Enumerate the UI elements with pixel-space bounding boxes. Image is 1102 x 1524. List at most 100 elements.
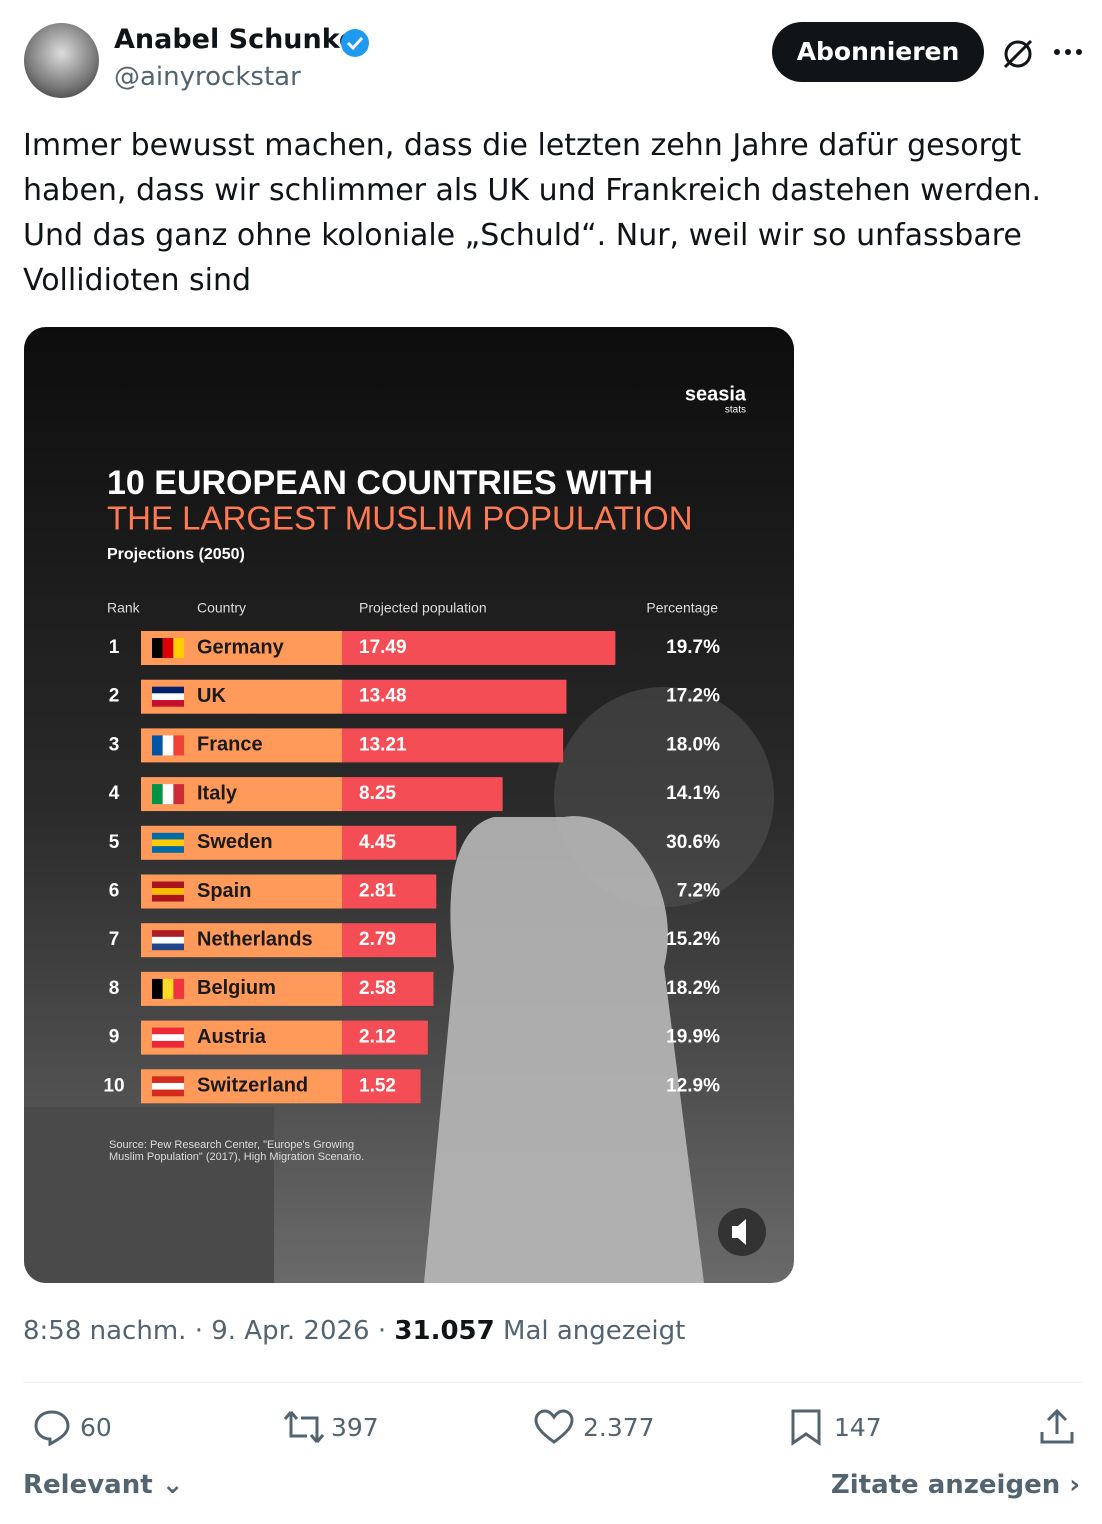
population-bar — [342, 874, 437, 909]
flag — [152, 1034, 184, 1041]
population-bar — [342, 777, 503, 812]
column-header: Percentage — [646, 600, 718, 616]
percentage: 19.9% — [666, 1027, 720, 1048]
flag — [152, 693, 184, 701]
bookmark-count[interactable]: 147 — [834, 1413, 882, 1442]
bookmark-icon[interactable] — [789, 1408, 823, 1446]
flag — [173, 978, 185, 999]
reply-count[interactable]: 60 — [80, 1413, 112, 1442]
population-value: 13.48 — [359, 686, 407, 707]
country-name: Sweden — [197, 831, 273, 853]
population-bar — [342, 1020, 428, 1055]
brand-sub: stats — [725, 405, 746, 416]
population-value: 2.12 — [359, 1027, 396, 1048]
rank: 3 — [109, 734, 120, 755]
flag — [152, 638, 163, 658]
population-bar — [342, 679, 567, 714]
rank: 9 — [109, 1027, 120, 1048]
population-bar — [342, 825, 457, 860]
repost-count[interactable]: 397 — [331, 1413, 379, 1442]
rank: 5 — [109, 832, 120, 853]
more-button[interactable] — [1052, 42, 1084, 62]
source: Muslim Population" (2017), High Migratio… — [109, 1151, 364, 1163]
sort-selector[interactable]: Relevant ⌄ — [23, 1470, 184, 1500]
flag — [162, 638, 174, 658]
flag — [152, 888, 184, 895]
column-header: Rank — [107, 600, 141, 616]
flag — [152, 936, 184, 944]
infographic-title: 10 EUROPEAN COUNTRIES WITH — [107, 464, 653, 502]
population-value: 2.79 — [359, 929, 396, 950]
flag — [173, 735, 185, 756]
quotes-link[interactable]: Zitate anzeigen › — [830, 1470, 1080, 1500]
percentage: 30.6% — [666, 832, 720, 853]
population-value: 1.52 — [359, 1075, 396, 1096]
country-name: Belgium — [197, 977, 276, 999]
flag — [152, 978, 163, 999]
flag — [152, 1040, 184, 1048]
flag — [152, 784, 163, 805]
flag — [152, 881, 184, 889]
divider — [23, 1382, 1083, 1383]
quotes-label[interactable]: Zitate anzeigen — [830, 1470, 1061, 1500]
view-count: 31.057 — [394, 1316, 495, 1346]
population-bar — [342, 728, 564, 763]
flag — [152, 1089, 184, 1097]
building — [24, 1107, 274, 1283]
column-header: Projected population — [359, 600, 487, 616]
percentage: 15.2% — [666, 929, 720, 950]
post-time[interactable]: 8:58 nachm. — [23, 1316, 187, 1346]
post-date[interactable]: 9. Apr. 2026 — [211, 1316, 370, 1346]
flag — [162, 735, 174, 756]
grok-icon[interactable] — [1000, 36, 1036, 72]
rank: 10 — [103, 1075, 124, 1096]
country-name: Netherlands — [197, 928, 313, 950]
post-meta: 8:58 nachm. · 9. Apr. 2026 · 31.057 Mal … — [23, 1316, 686, 1346]
population-value: 17.49 — [359, 637, 407, 658]
percentage: 7.2% — [677, 881, 720, 902]
like-icon[interactable] — [534, 1408, 574, 1446]
country-name: Switzerland — [197, 1075, 308, 1097]
follow-button[interactable]: Abonnieren — [772, 22, 984, 82]
population-value: 8.25 — [359, 783, 396, 804]
rank: 6 — [109, 881, 120, 902]
repost-icon[interactable] — [283, 1408, 325, 1446]
population-bar — [342, 1069, 421, 1104]
population-bar — [342, 923, 437, 958]
infographic-subtitle: Projections (2050) — [107, 546, 245, 563]
flag — [152, 1082, 184, 1090]
flag — [152, 1027, 184, 1035]
population-bar — [342, 971, 434, 1006]
sort-label[interactable]: Relevant — [23, 1470, 153, 1500]
rank: 8 — [109, 978, 120, 999]
flag — [152, 700, 184, 707]
percentage: 18.0% — [666, 734, 720, 755]
country-name: Austria — [197, 1026, 267, 1048]
percentage: 17.2% — [666, 686, 720, 707]
share-icon[interactable] — [1038, 1408, 1076, 1446]
source: Source: Pew Research Center, "Europe's G… — [109, 1139, 354, 1151]
percentage: 14.1% — [666, 783, 720, 804]
author-name[interactable]: Anabel Schunke — [114, 24, 358, 55]
flag — [152, 846, 184, 853]
country-name: UK — [197, 685, 226, 707]
column-header: Country — [197, 600, 246, 616]
rank: 1 — [109, 637, 120, 658]
flag — [152, 1076, 184, 1083]
population-bar — [342, 631, 616, 665]
post-text: Immer bewusst machen, dass die letzten z… — [23, 128, 1042, 298]
media-image[interactable]: seasia stats 10 EUROPEAN COUNTRIES WITH … — [24, 327, 794, 1283]
flag — [152, 832, 184, 840]
percentage: 19.7% — [666, 637, 720, 658]
author-handle[interactable]: @ainyrockstar — [114, 62, 301, 92]
flag — [152, 735, 163, 756]
population-value: 4.45 — [359, 832, 396, 853]
avatar[interactable] — [24, 23, 99, 98]
brand: seasia — [685, 383, 747, 405]
country-name: Germany — [197, 636, 285, 658]
like-count[interactable]: 2.377 — [583, 1413, 655, 1442]
reply-icon[interactable] — [33, 1408, 71, 1446]
rank: 7 — [109, 929, 120, 950]
rank: 2 — [109, 686, 120, 707]
